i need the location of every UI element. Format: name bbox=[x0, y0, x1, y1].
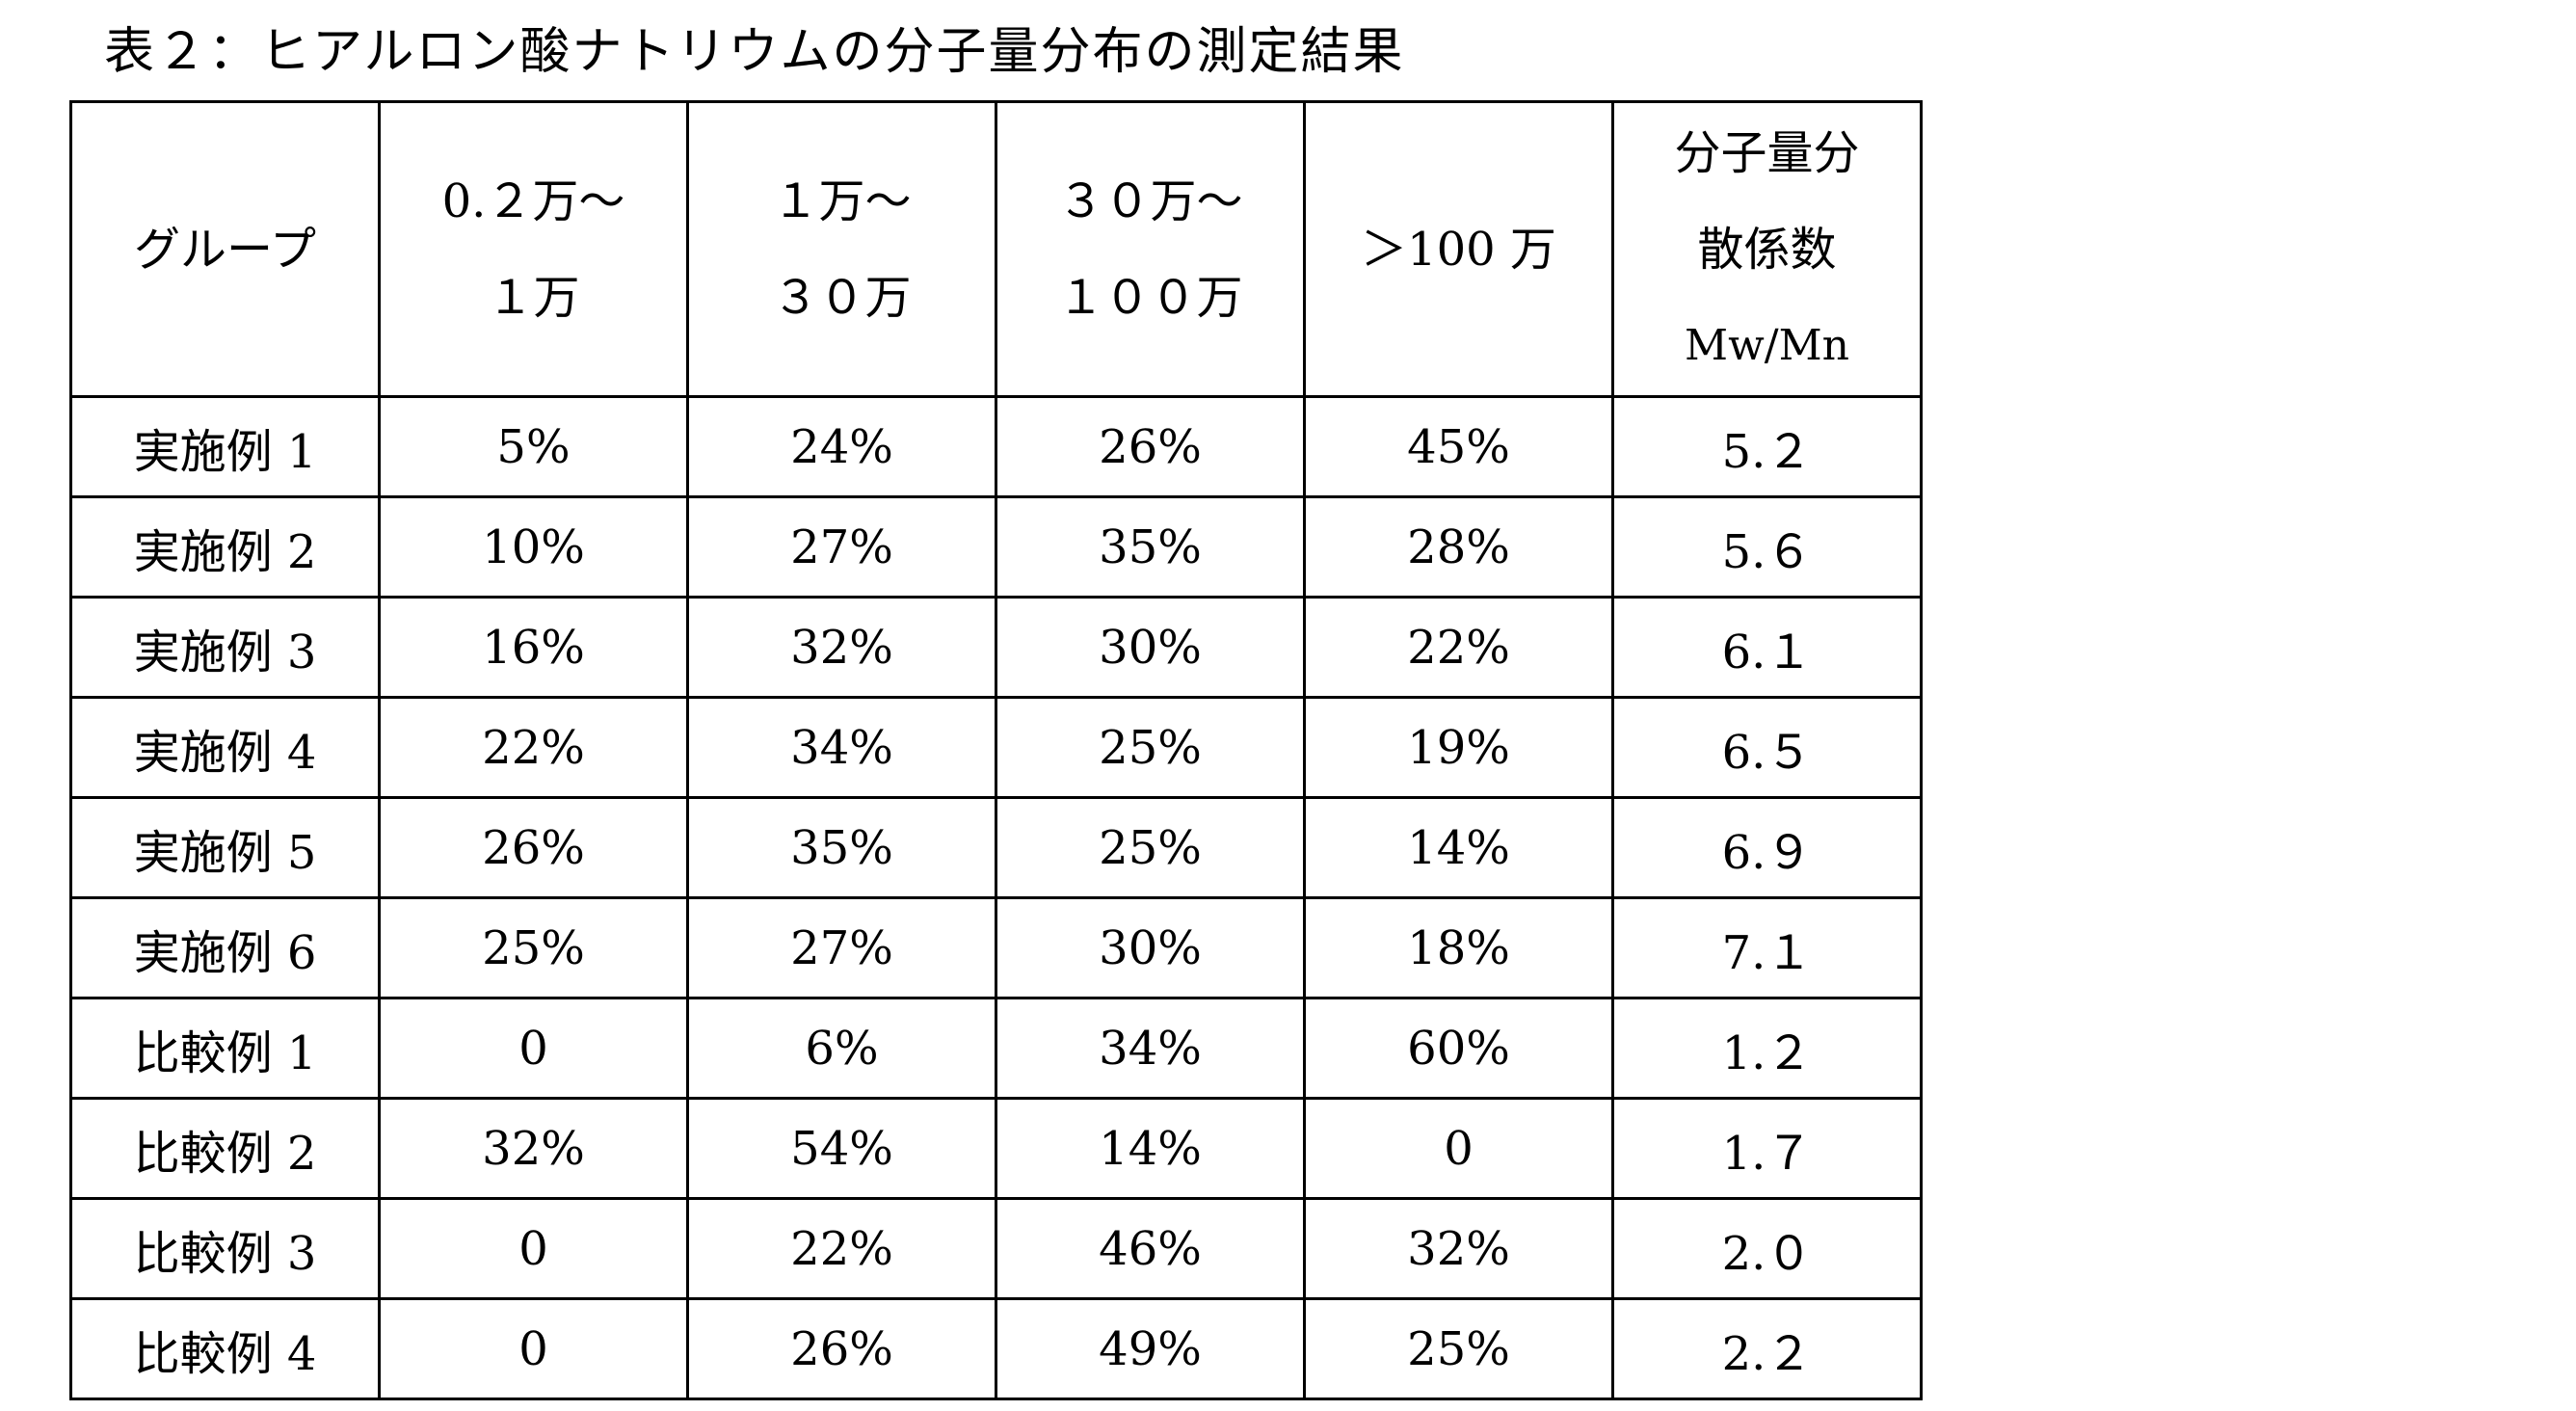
value-cell: 5% bbox=[380, 397, 688, 497]
header-line: １万 bbox=[381, 250, 686, 346]
value-cell: 0 bbox=[380, 1299, 688, 1399]
header-line: １００万 bbox=[997, 250, 1303, 346]
row-label-cell: 実施例 2 bbox=[71, 497, 380, 598]
table-row: 実施例 526%35%25%14%6.９ bbox=[71, 798, 1922, 898]
value-cell: 35% bbox=[996, 497, 1305, 598]
header-group-line: グループ bbox=[72, 201, 378, 298]
value-cell: 1.７ bbox=[1613, 1099, 1922, 1199]
value-cell: 7.１ bbox=[1613, 898, 1922, 998]
value-cell: 34% bbox=[688, 698, 996, 798]
value-cell: 26% bbox=[996, 397, 1305, 497]
value-cell: 28% bbox=[1305, 497, 1613, 598]
header-line: 0.２万～ bbox=[381, 153, 686, 250]
table-row: 比較例 4026%49%25%2.２ bbox=[71, 1299, 1922, 1399]
value-cell: 18% bbox=[1305, 898, 1613, 998]
value-cell: 34% bbox=[996, 998, 1305, 1099]
header-line: ３０万～ bbox=[997, 153, 1303, 250]
value-cell: 19% bbox=[1305, 698, 1613, 798]
value-cell: 60% bbox=[1305, 998, 1613, 1099]
value-cell: 14% bbox=[996, 1099, 1305, 1199]
value-cell: 45% bbox=[1305, 397, 1613, 497]
results-table: グループ 0.２万～ １万 １万～ ３０万 ３０万～ １００万 bbox=[69, 100, 1923, 1400]
value-cell: 22% bbox=[1305, 598, 1613, 698]
value-cell: 32% bbox=[380, 1099, 688, 1199]
table-row: 比較例 232%54%14%01.７ bbox=[71, 1099, 1922, 1199]
row-label-cell: 実施例 6 bbox=[71, 898, 380, 998]
value-cell: 6.１ bbox=[1613, 598, 1922, 698]
row-label-cell: 実施例 4 bbox=[71, 698, 380, 798]
value-cell: 14% bbox=[1305, 798, 1613, 898]
value-cell: 26% bbox=[688, 1299, 996, 1399]
value-cell: 0 bbox=[380, 1199, 688, 1299]
table-row: 実施例 422%34%25%19%6.５ bbox=[71, 698, 1922, 798]
value-cell: 2.２ bbox=[1613, 1299, 1922, 1399]
table-caption: 表２：ヒアルロン酸ナトリウムの分子量分布の測定結果 bbox=[104, 17, 1404, 87]
value-cell: 22% bbox=[380, 698, 688, 798]
value-cell: 25% bbox=[1305, 1299, 1613, 1399]
header-row: グループ 0.２万～ １万 １万～ ３０万 ３０万～ １００万 bbox=[71, 102, 1922, 397]
header-range-3: ３０万～ １００万 bbox=[996, 102, 1305, 397]
header-line: 散係数 bbox=[1614, 201, 1920, 298]
header-line: ３０万 bbox=[689, 250, 995, 346]
value-cell: 2.０ bbox=[1613, 1199, 1922, 1299]
value-cell: 25% bbox=[996, 798, 1305, 898]
value-cell: 25% bbox=[996, 698, 1305, 798]
value-cell: 24% bbox=[688, 397, 996, 497]
header-line: 分子量分 bbox=[1614, 105, 1920, 201]
header-range-1: 0.２万～ １万 bbox=[380, 102, 688, 397]
value-cell: 49% bbox=[996, 1299, 1305, 1399]
value-cell: 35% bbox=[688, 798, 996, 898]
value-cell: 27% bbox=[688, 497, 996, 598]
value-cell: 27% bbox=[688, 898, 996, 998]
value-cell: 5.６ bbox=[1613, 497, 1922, 598]
value-cell: 32% bbox=[688, 598, 996, 698]
value-cell: 46% bbox=[996, 1199, 1305, 1299]
table-row: 比較例 106%34%60%1.２ bbox=[71, 998, 1922, 1099]
row-label-cell: 比較例 4 bbox=[71, 1299, 380, 1399]
value-cell: 10% bbox=[380, 497, 688, 598]
row-label-cell: 比較例 3 bbox=[71, 1199, 380, 1299]
row-label-cell: 比較例 1 bbox=[71, 998, 380, 1099]
value-cell: 26% bbox=[380, 798, 688, 898]
row-label-cell: 比較例 2 bbox=[71, 1099, 380, 1199]
value-cell: 32% bbox=[1305, 1199, 1613, 1299]
value-cell: 30% bbox=[996, 898, 1305, 998]
header-line: Mw/Mn bbox=[1614, 298, 1920, 394]
header-line: １万～ bbox=[689, 153, 995, 250]
table-body: 実施例 15%24%26%45%5.２実施例 210%27%35%28%5.６実… bbox=[71, 397, 1922, 1399]
value-cell: 54% bbox=[688, 1099, 996, 1199]
header-line: ＞100 万 bbox=[1306, 201, 1611, 298]
value-cell: 6.５ bbox=[1613, 698, 1922, 798]
table-row: 比較例 3022%46%32%2.０ bbox=[71, 1199, 1922, 1299]
header-group: グループ bbox=[71, 102, 380, 397]
value-cell: 16% bbox=[380, 598, 688, 698]
row-label-cell: 実施例 3 bbox=[71, 598, 380, 698]
value-cell: 5.２ bbox=[1613, 397, 1922, 497]
header-range-4: ＞100 万 bbox=[1305, 102, 1613, 397]
value-cell: 6% bbox=[688, 998, 996, 1099]
value-cell: 30% bbox=[996, 598, 1305, 698]
value-cell: 6.９ bbox=[1613, 798, 1922, 898]
header-range-2: １万～ ３０万 bbox=[688, 102, 996, 397]
value-cell: 1.２ bbox=[1613, 998, 1922, 1099]
value-cell: 0 bbox=[1305, 1099, 1613, 1199]
table-row: 実施例 316%32%30%22%6.１ bbox=[71, 598, 1922, 698]
row-label-cell: 実施例 5 bbox=[71, 798, 380, 898]
table-row: 実施例 625%27%30%18%7.１ bbox=[71, 898, 1922, 998]
table-row: 実施例 15%24%26%45%5.２ bbox=[71, 397, 1922, 497]
table-row: 実施例 210%27%35%28%5.６ bbox=[71, 497, 1922, 598]
value-cell: 22% bbox=[688, 1199, 996, 1299]
value-cell: 25% bbox=[380, 898, 688, 998]
row-label-cell: 実施例 1 bbox=[71, 397, 380, 497]
value-cell: 0 bbox=[380, 998, 688, 1099]
header-dispersity: 分子量分 散係数 Mw/Mn bbox=[1613, 102, 1922, 397]
